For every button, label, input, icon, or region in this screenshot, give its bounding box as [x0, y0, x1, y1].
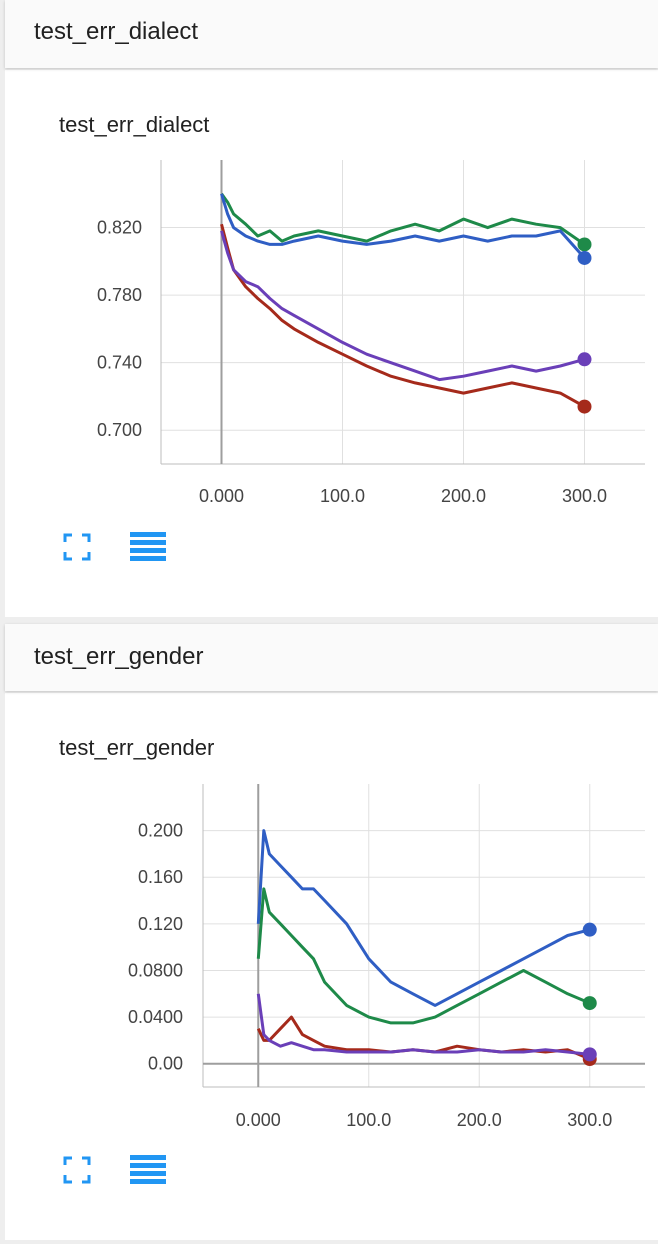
- series-end-marker-3: [577, 352, 592, 367]
- y-tick-label: 0.0400: [128, 1007, 183, 1027]
- series-end-marker-3: [582, 1047, 597, 1062]
- chart-title: test_err_gender: [59, 735, 215, 760]
- chart-title: test_err_dialect: [59, 112, 210, 137]
- series-line-2: [220, 223, 586, 408]
- y-tick-label: 0.160: [138, 867, 183, 887]
- series-end-marker-0: [582, 922, 597, 937]
- fullscreen-icon[interactable]: [62, 1155, 92, 1185]
- x-tick-label: 300.0: [562, 486, 607, 506]
- x-tick-label: 200.0: [457, 1110, 502, 1130]
- y-tick-label: 0.00: [148, 1054, 183, 1074]
- chart-card-dialect: [5, 70, 658, 617]
- y-tick-label: 0.120: [138, 914, 183, 934]
- x-tick-label: 300.0: [567, 1110, 612, 1130]
- y-tick-label: 0.200: [138, 821, 183, 841]
- section-header-gender[interactable]: test_err_gender: [5, 624, 658, 691]
- series-line-2: [256, 1015, 591, 1061]
- series-line-3: [220, 230, 585, 382]
- series-end-marker-0: [577, 237, 592, 252]
- x-tick-label: 0.000: [236, 1110, 281, 1130]
- series-end-marker-1: [582, 996, 597, 1011]
- data-table-icon[interactable]: [129, 1153, 167, 1187]
- x-tick-label: 0.000: [199, 486, 244, 506]
- y-tick-label: 0.700: [97, 420, 142, 440]
- chart-card-gender: [5, 693, 658, 1240]
- y-tick-label: 0.820: [97, 218, 142, 238]
- data-table-icon[interactable]: [129, 530, 167, 564]
- x-tick-label: 100.0: [346, 1110, 391, 1130]
- series-end-marker-1: [577, 250, 592, 265]
- section-header-title: test_err_gender: [34, 643, 204, 670]
- line-chart-gender[interactable]: 0.00 0.0400 0.0800 0.120 0.160 0.200 0.000 100.…: [0, 0, 658, 1180]
- y-tick-label: 0.780: [97, 285, 142, 305]
- x-tick-label: 100.0: [320, 486, 365, 506]
- y-tick-label: 0.740: [97, 353, 142, 373]
- series-line-1: [256, 887, 591, 1025]
- series-line-0: [220, 192, 586, 246]
- line-chart-dialect[interactable]: 0.700 0.740 0.780 0.820 0.000 100.0 200.0 300.0: [0, 0, 658, 520]
- series-end-marker-2: [577, 399, 592, 414]
- section-header-title: test_err_dialect: [34, 18, 199, 45]
- section-header-dialect[interactable]: test_err_dialect: [5, 0, 658, 68]
- series-line-0: [256, 829, 591, 1007]
- series-line-3: [256, 993, 590, 1056]
- fullscreen-icon[interactable]: [62, 532, 92, 562]
- series-line-1: [220, 193, 586, 259]
- y-tick-label: 0.0800: [128, 960, 183, 980]
- x-tick-label: 200.0: [441, 486, 486, 506]
